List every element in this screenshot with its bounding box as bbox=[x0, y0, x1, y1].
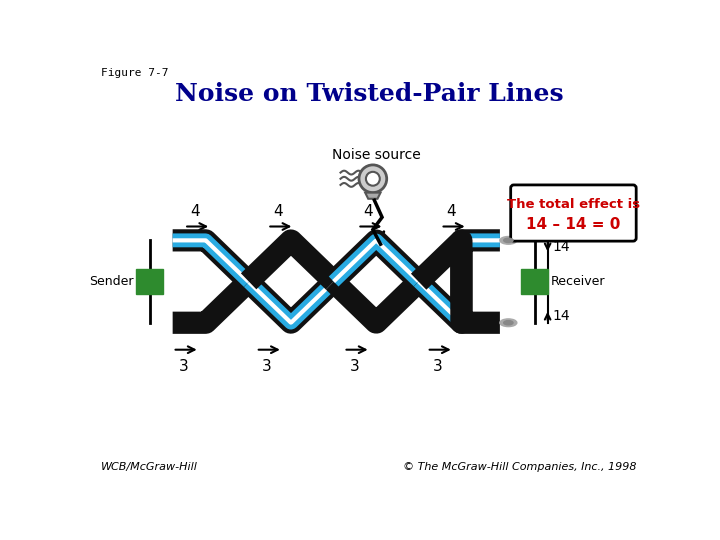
Text: 14: 14 bbox=[552, 240, 570, 254]
Text: 3: 3 bbox=[433, 359, 442, 374]
Bar bbox=[136, 269, 163, 294]
Bar bbox=[521, 269, 548, 294]
Ellipse shape bbox=[500, 319, 517, 327]
Circle shape bbox=[366, 172, 379, 186]
Ellipse shape bbox=[500, 237, 517, 244]
Text: 4: 4 bbox=[446, 204, 456, 219]
Text: 4: 4 bbox=[274, 204, 283, 219]
Ellipse shape bbox=[504, 238, 513, 242]
Text: 4: 4 bbox=[190, 204, 199, 219]
Text: WCB/McGraw-Hill: WCB/McGraw-Hill bbox=[101, 462, 198, 472]
Text: Sender: Sender bbox=[89, 275, 134, 288]
Text: © The McGraw-Hill Companies, Inc., 1998: © The McGraw-Hill Companies, Inc., 1998 bbox=[403, 462, 637, 472]
Ellipse shape bbox=[504, 321, 513, 325]
Text: 3: 3 bbox=[261, 359, 271, 374]
Text: Noise source: Noise source bbox=[333, 148, 421, 162]
Text: 3: 3 bbox=[179, 359, 189, 374]
Polygon shape bbox=[365, 193, 381, 199]
Text: 14 – 14 = 0: 14 – 14 = 0 bbox=[526, 217, 621, 232]
Text: 3: 3 bbox=[349, 359, 359, 374]
Text: 14: 14 bbox=[552, 309, 570, 323]
Text: 4: 4 bbox=[364, 204, 373, 219]
Circle shape bbox=[359, 165, 387, 193]
Text: The total effect is: The total effect is bbox=[507, 198, 640, 211]
FancyBboxPatch shape bbox=[510, 185, 636, 241]
Text: Figure 7-7: Figure 7-7 bbox=[101, 68, 168, 78]
Text: Receiver: Receiver bbox=[550, 275, 605, 288]
Text: Noise on Twisted-Pair Lines: Noise on Twisted-Pair Lines bbox=[175, 82, 563, 106]
